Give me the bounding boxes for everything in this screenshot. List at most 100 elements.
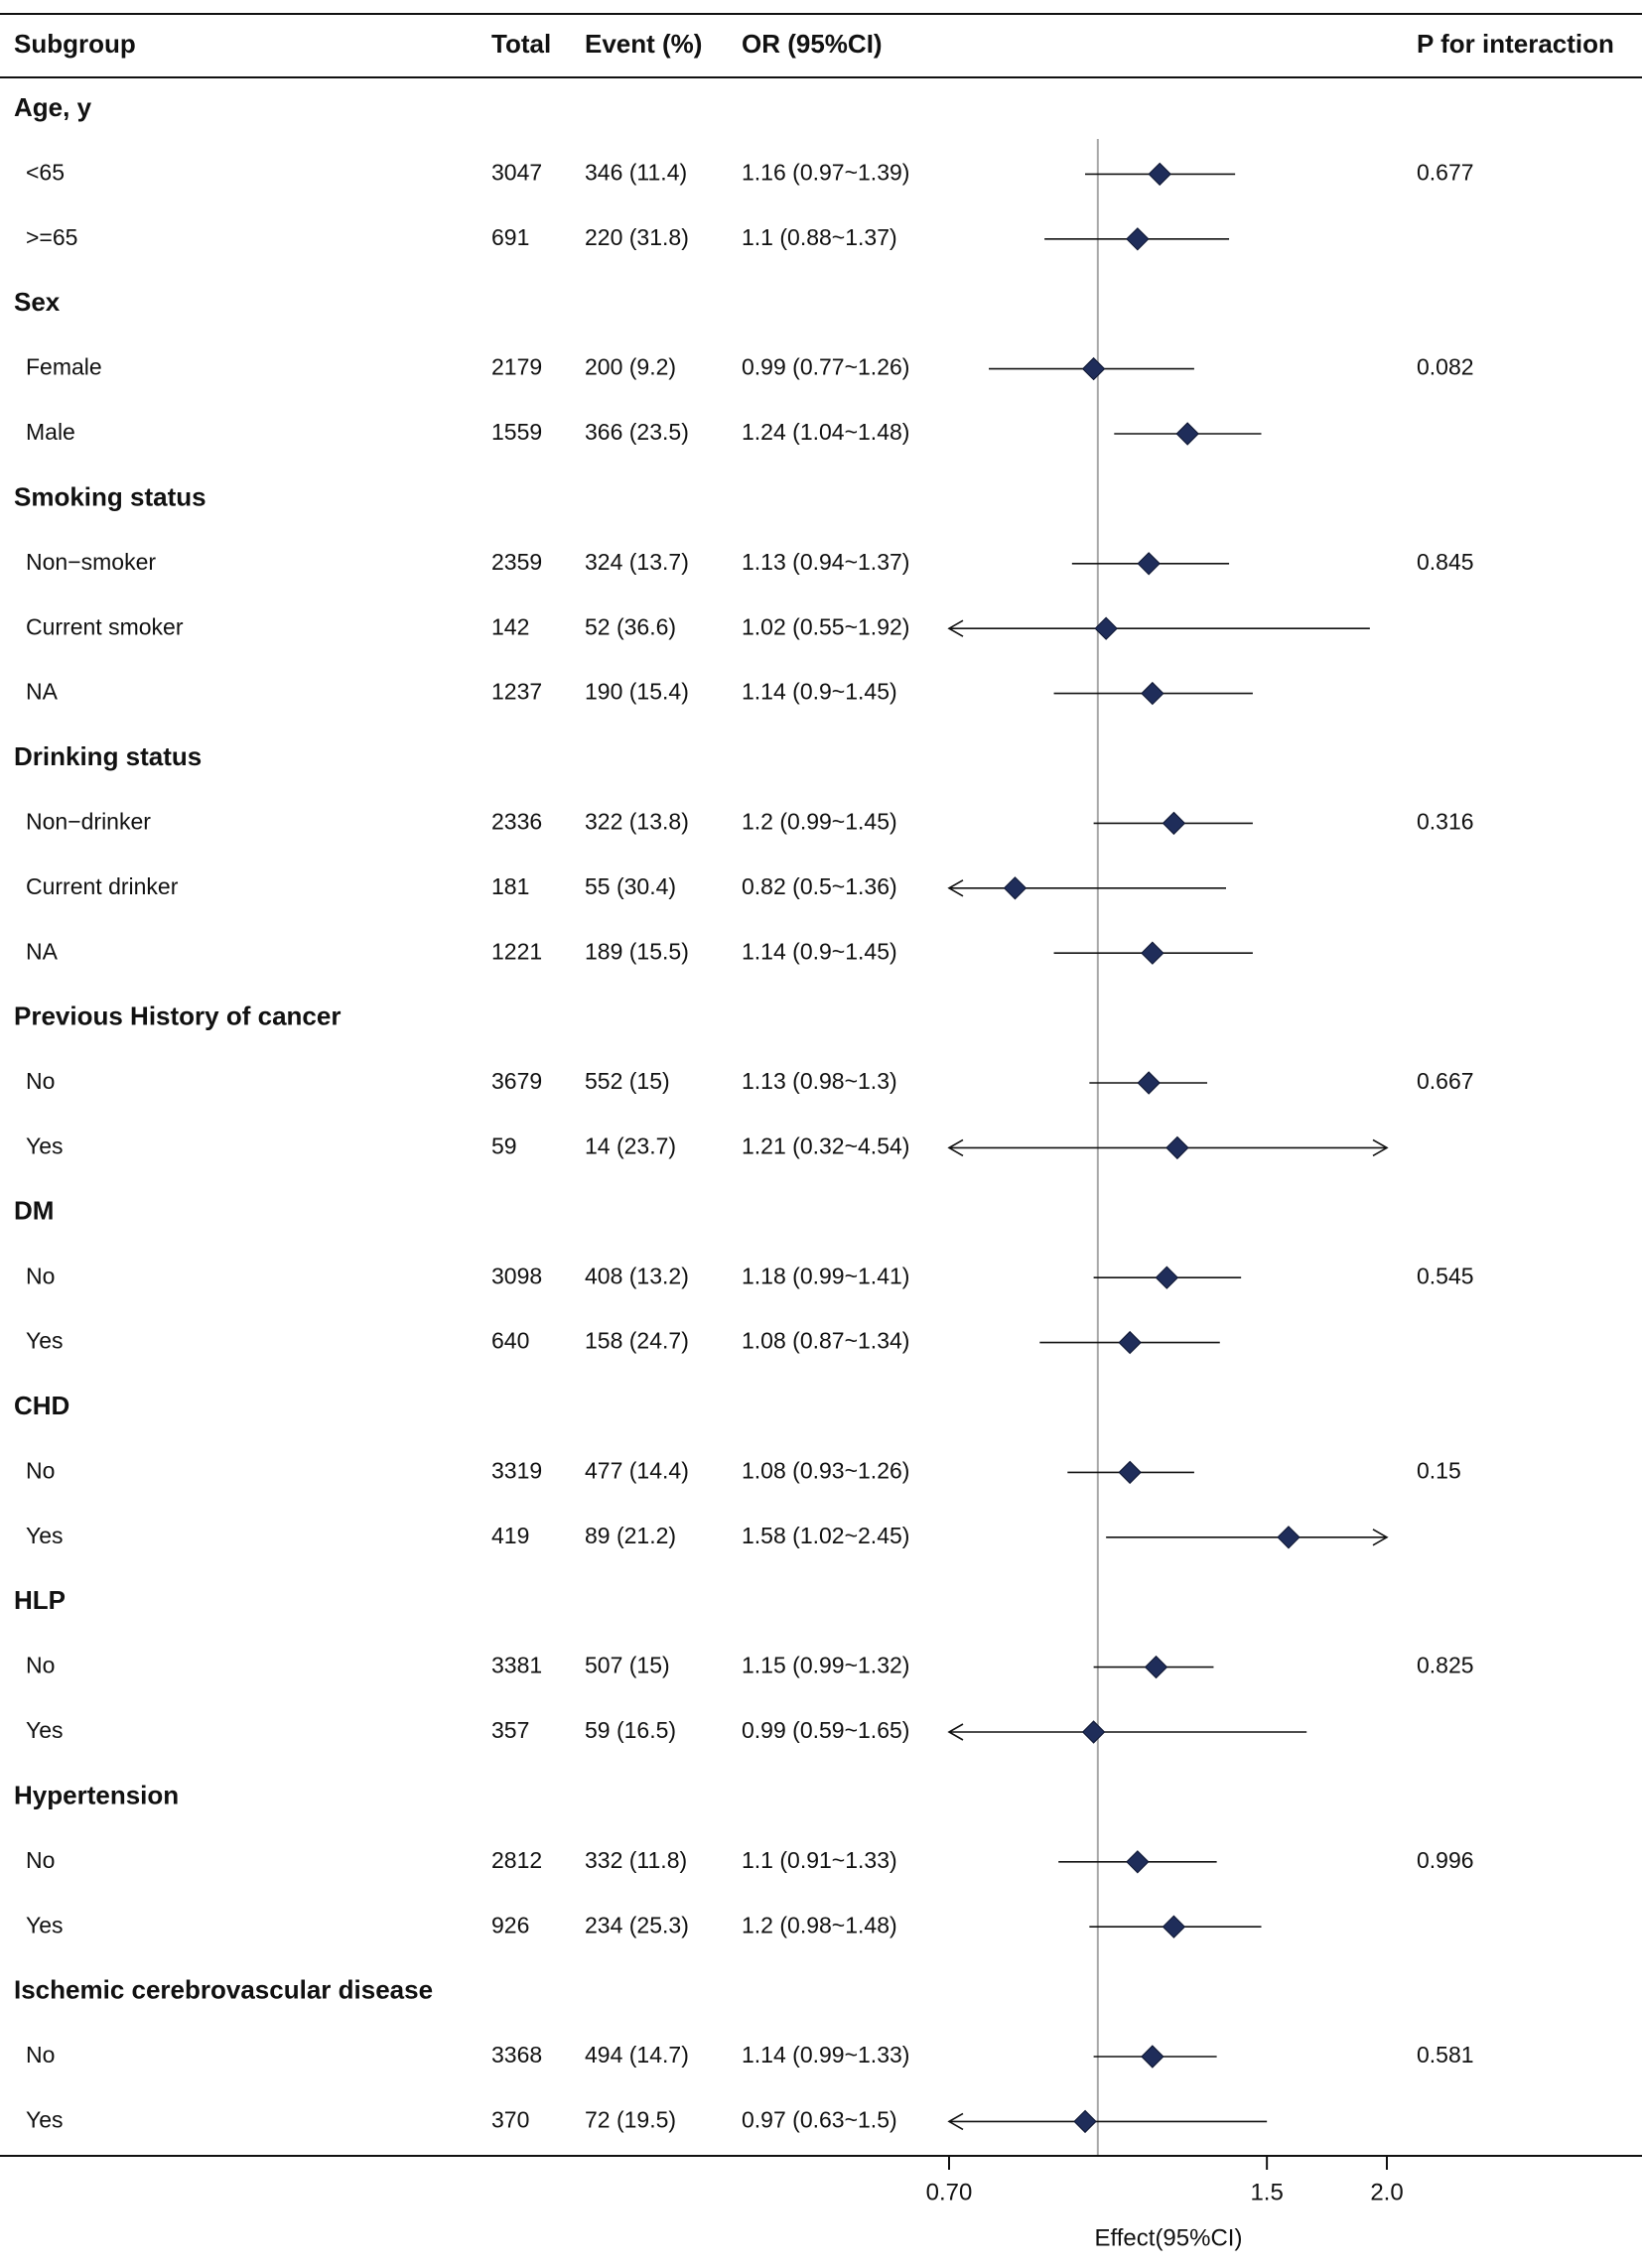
row-label: No	[26, 1457, 55, 1483]
row-p-interaction: 0.545	[1417, 1263, 1474, 1288]
ci-arrow-left	[947, 1138, 964, 1157]
row-label: No	[26, 2042, 55, 2068]
point-estimate	[1003, 876, 1027, 900]
row-event: 494 (14.7)	[585, 2042, 689, 2068]
row-label: >=65	[26, 224, 77, 250]
row-total: 357	[491, 1717, 529, 1743]
row-or-text: 0.99 (0.77~1.26)	[742, 354, 909, 380]
ci-arrow-right	[1372, 1529, 1389, 1546]
ci-arrow-left	[947, 619, 964, 637]
point-estimate	[1137, 1071, 1161, 1095]
row-p-interaction: 0.581	[1417, 2042, 1474, 2068]
row-or-text: 1.2 (0.98~1.48)	[742, 1912, 897, 1937]
group-label: Smoking status	[14, 481, 206, 511]
ci-arrow-left	[947, 879, 964, 897]
row-or-text: 0.97 (0.63~1.5)	[742, 2106, 897, 2132]
point-estimate	[1144, 1655, 1168, 1679]
group-label: Ischemic cerebrovascular disease	[14, 1974, 433, 2004]
row-total: 2359	[491, 549, 542, 575]
row-label: Yes	[26, 1523, 64, 1548]
point-estimate	[1155, 1266, 1179, 1289]
row-or-text: 1.08 (0.87~1.34)	[742, 1328, 909, 1354]
row-event: 55 (30.4)	[585, 873, 676, 899]
row-or-text: 1.13 (0.98~1.3)	[742, 1068, 897, 1094]
row-or-text: 1.24 (1.04~1.48)	[742, 419, 909, 445]
point-estimate	[1094, 616, 1118, 640]
point-estimate	[1141, 2045, 1164, 2068]
row-label: No	[26, 1068, 55, 1094]
row-or-text: 1.13 (0.94~1.37)	[742, 549, 909, 575]
row-event: 59 (16.5)	[585, 1717, 676, 1743]
point-estimate	[1148, 162, 1171, 187]
row-or-text: 1.16 (0.97~1.39)	[742, 159, 909, 185]
header-p-interaction: P for interaction	[1417, 29, 1614, 59]
row-total: 2812	[491, 1847, 542, 1873]
point-estimate	[1081, 1720, 1106, 1744]
row-p-interaction: 0.677	[1417, 159, 1474, 185]
row-event: 200 (9.2)	[585, 354, 676, 380]
header-event: Event (%)	[585, 29, 702, 59]
point-estimate	[1165, 1135, 1189, 1160]
point-estimate	[1137, 552, 1161, 576]
row-total: 3098	[491, 1263, 542, 1288]
ci-arrow-left	[947, 2112, 964, 2131]
row-event: 52 (36.6)	[585, 613, 676, 639]
row-p-interaction: 0.15	[1417, 1457, 1461, 1483]
row-p-interaction: 0.996	[1417, 1847, 1474, 1873]
x-tick-label: 0.70	[926, 2179, 973, 2205]
point-estimate	[1073, 2109, 1097, 2134]
point-estimate	[1118, 1460, 1142, 1485]
row-event: 332 (11.8)	[585, 1847, 687, 1873]
row-or-text: 0.82 (0.5~1.36)	[742, 873, 897, 899]
group-label: Hypertension	[14, 1780, 179, 1809]
row-total: 2179	[491, 354, 542, 380]
point-estimate	[1118, 1330, 1142, 1355]
row-total: 142	[491, 613, 529, 639]
row-label: Yes	[26, 1717, 64, 1743]
row-total: 1221	[491, 938, 542, 964]
row-label: Female	[26, 354, 102, 380]
row-label: Male	[26, 419, 75, 445]
row-total: 3381	[491, 1653, 542, 1678]
ci-arrow-left	[947, 1723, 964, 1741]
point-estimate	[1162, 811, 1186, 836]
x-axis-label: Effect(95%CI)	[1095, 2224, 1243, 2251]
row-total: 3047	[491, 159, 542, 185]
row-label: Yes	[26, 2106, 64, 2132]
row-p-interaction: 0.845	[1417, 549, 1474, 575]
row-label: Current smoker	[26, 613, 184, 639]
row-event: 477 (14.4)	[585, 1457, 689, 1483]
row-label: No	[26, 1847, 55, 1873]
row-label: No	[26, 1653, 55, 1678]
row-event: 408 (13.2)	[585, 1263, 689, 1288]
row-label: Yes	[26, 1912, 64, 1937]
row-total: 2336	[491, 808, 542, 834]
header-or: OR (95%CI)	[742, 29, 883, 59]
point-estimate	[1141, 681, 1164, 706]
row-event: 189 (15.5)	[585, 938, 689, 964]
row-p-interaction: 0.667	[1417, 1068, 1474, 1094]
row-p-interaction: 0.825	[1417, 1653, 1474, 1678]
row-total: 1237	[491, 679, 542, 705]
row-total: 59	[491, 1133, 517, 1158]
row-total: 181	[491, 873, 529, 899]
row-or-text: 1.1 (0.91~1.33)	[742, 1847, 897, 1873]
point-estimate	[1081, 356, 1106, 381]
row-event: 190 (15.4)	[585, 679, 689, 705]
row-event: 322 (13.8)	[585, 808, 689, 834]
point-estimate	[1126, 1850, 1150, 1874]
row-total: 419	[491, 1523, 529, 1548]
row-event: 14 (23.7)	[585, 1133, 676, 1158]
row-event: 220 (31.8)	[585, 224, 689, 250]
row-p-interaction: 0.316	[1417, 808, 1474, 834]
point-estimate	[1126, 227, 1150, 251]
row-total: 640	[491, 1328, 529, 1354]
row-or-text: 1.2 (0.99~1.45)	[742, 808, 897, 834]
row-total: 691	[491, 224, 529, 250]
group-label: HLP	[14, 1585, 66, 1615]
row-label: Yes	[26, 1133, 64, 1158]
point-estimate	[1141, 941, 1164, 965]
row-p-interaction: 0.082	[1417, 354, 1474, 380]
